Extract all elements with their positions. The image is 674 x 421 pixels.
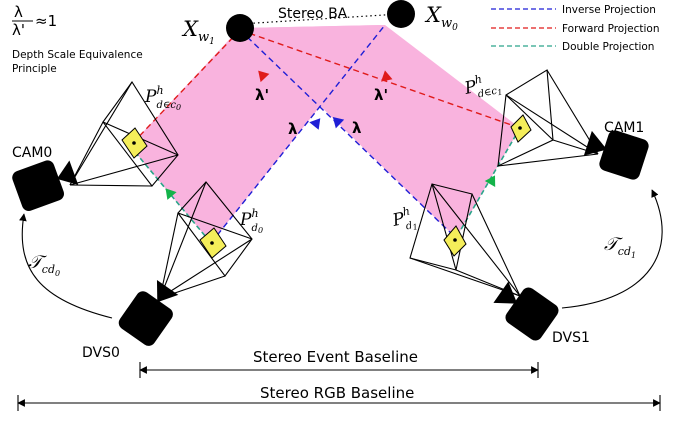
right-projection-region bbox=[240, 25, 520, 238]
dvs1-body bbox=[493, 281, 559, 341]
ratio-numerator: λ bbox=[14, 3, 23, 21]
cam1-sensor-point bbox=[518, 126, 522, 130]
legend-label-inverse: Inverse Projection bbox=[562, 4, 656, 16]
dvs0-sensor-point bbox=[210, 241, 214, 245]
transform-arc-cd0 bbox=[19, 213, 113, 319]
legend: Inverse Projection Forward Projection Do… bbox=[491, 4, 659, 53]
arrowhead-double-left bbox=[165, 188, 177, 200]
label-xw0: Xw0 bbox=[424, 3, 458, 33]
lambda-right: λ bbox=[352, 119, 362, 137]
label-xw1: Xw1 bbox=[181, 17, 215, 47]
stereo-rgb-baseline-label: Stereo RGB Baseline bbox=[260, 384, 414, 402]
principle-text-line2: Principle bbox=[12, 63, 57, 75]
arrowhead-forward-right bbox=[381, 70, 393, 82]
dvs0-label: DVS0 bbox=[82, 345, 120, 361]
label-p-d0: Ph d0 bbox=[239, 207, 263, 235]
ratio-relation: ≈1 bbox=[35, 12, 57, 30]
arrowhead-inverse-right bbox=[332, 117, 345, 129]
cam0-label: CAM0 bbox=[12, 145, 52, 161]
stereo-event-baseline-label: Stereo Event Baseline bbox=[253, 348, 418, 366]
label-p-dec1: Phd∈c1 bbox=[461, 69, 503, 104]
dvs0-body bbox=[118, 279, 179, 346]
arrowhead-forward-left bbox=[258, 70, 270, 83]
arrowhead-double-right bbox=[484, 175, 496, 187]
legend-label-double: Double Projection bbox=[562, 41, 654, 53]
ratio-denominator: λ' bbox=[12, 21, 25, 39]
cam1-body bbox=[583, 130, 649, 180]
legend-label-forward: Forward Projection bbox=[562, 23, 659, 35]
lambda-prime-right: λ' bbox=[374, 86, 388, 104]
dvs1-sensor-point bbox=[453, 238, 457, 242]
label-p-dec0: Ph d∈c0 bbox=[144, 84, 181, 112]
lambda-prime-left: λ' bbox=[255, 86, 269, 104]
world-point-xw0 bbox=[387, 0, 415, 28]
label-t-cd1: 𝒯cd1 bbox=[604, 234, 636, 260]
cam0-body bbox=[12, 160, 79, 211]
cam1-label: CAM1 bbox=[604, 120, 644, 136]
lambda-left: λ bbox=[288, 120, 298, 138]
stereo-ba-label: Stereo BA bbox=[278, 6, 348, 22]
transform-arc-cd1 bbox=[561, 189, 663, 309]
dvs1-label: DVS1 bbox=[552, 330, 590, 346]
arrowhead-inverse-left bbox=[309, 118, 321, 130]
world-point-xw1 bbox=[226, 14, 254, 42]
double-projection-left bbox=[129, 145, 212, 244]
principle-text-line1: Depth Scale Equivalence bbox=[12, 49, 143, 61]
label-p-d1: Phd1 bbox=[389, 204, 418, 236]
cam1-frustum bbox=[497, 69, 599, 167]
cam0-sensor-point bbox=[132, 141, 136, 145]
depth-scale-principle: λ λ' ≈1 Depth Scale Equivalence Principl… bbox=[12, 3, 143, 75]
inverse-projection-left bbox=[210, 24, 386, 244]
forward-projection-left bbox=[129, 29, 241, 147]
